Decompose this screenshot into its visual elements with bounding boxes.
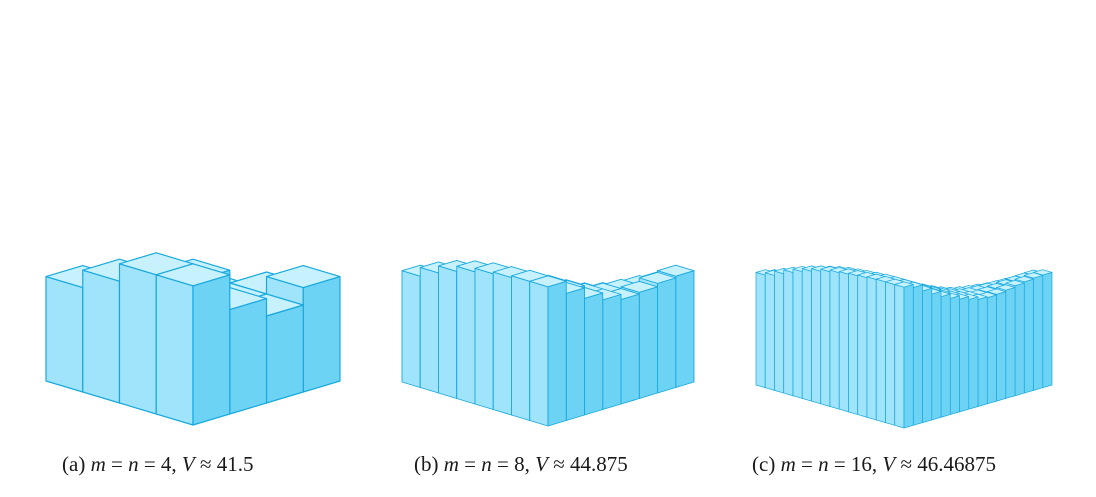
bar-a-3-0-left-face — [45, 276, 84, 393]
panel-c-bar-solid — [755, 265, 1053, 429]
bar-b-0-6-right-face — [657, 277, 677, 394]
bar-b-0-5-top-face — [620, 280, 658, 293]
bar-c-0-0-left-face — [894, 284, 905, 429]
bar-c-0-1-right-face — [912, 284, 923, 426]
bar-c-0-0-right-face — [903, 284, 914, 429]
bar-a-0-0-top-face — [155, 263, 231, 287]
bar-c-0-3-right-face — [931, 291, 942, 421]
caption-a-var-v: V — [181, 452, 195, 476]
caption-b: (b) m = n = 8, V ≈ 44.875 — [414, 452, 628, 476]
bar-b-0-5-right-face — [638, 286, 658, 399]
bar-a-0-3-top-face — [265, 265, 341, 289]
bar-c-0-12-right-face — [1014, 282, 1025, 397]
bar-c-0-15-right-face — [1042, 272, 1053, 389]
bar-c-0-7-right-face — [968, 296, 979, 410]
caption-c-var-m: m — [780, 452, 796, 476]
panel-a-bar-solid — [45, 252, 341, 426]
bar-c-5-0-left-face — [848, 272, 859, 415]
bar-c-13-0-left-face — [774, 270, 785, 394]
bar-a-1-0-left-face — [118, 263, 157, 415]
bar-c-0-10-right-face — [996, 291, 1007, 402]
bar-c-0-4-right-face — [940, 293, 951, 418]
bar-c-0-14-top-face — [1023, 272, 1044, 279]
caption-a-var-n: n — [128, 452, 139, 476]
bar-c-0-5-right-face — [949, 295, 960, 415]
panel-b-bar-solid — [401, 260, 695, 427]
bar-b-0-0-left-face — [529, 280, 549, 427]
caption-b-var-v: V — [535, 452, 548, 476]
bar-a-2-0-left-face — [82, 269, 121, 404]
bar-c-0-14-right-face — [1033, 275, 1044, 391]
bar-a-0-0-right-face — [192, 274, 231, 426]
bar-c-0-0-top-face — [894, 281, 914, 288]
caption-c-label: (c) — [752, 452, 776, 476]
bar-c-12-0-left-face — [783, 269, 794, 397]
bar-b-0-1-right-face — [565, 287, 585, 421]
caption-c-volume: 46.46875 — [917, 452, 997, 476]
bar-c-2-0-left-face — [875, 278, 886, 423]
bar-c-0-11-right-face — [1005, 287, 1016, 399]
bar-b-0-4-right-face — [620, 293, 640, 405]
caption-b-var-m: m — [443, 452, 459, 476]
bar-c-0-13-right-face — [1023, 278, 1034, 394]
bar-a-0-1-right-face — [229, 298, 268, 415]
bar-b-2-0-left-face — [492, 271, 512, 416]
bar-b-4-0-left-face — [456, 265, 476, 405]
bar-b-0-3-right-face — [602, 293, 622, 410]
caption-a: (a) m = n = 4, V ≈ 41.5 — [62, 452, 254, 476]
caption-a-var-m: m — [90, 452, 106, 476]
bar-b-0-2-right-face — [584, 292, 604, 416]
bar-a-0-2-right-face — [265, 304, 304, 404]
bar-c-6-0-left-face — [838, 271, 849, 413]
bar-c-0-10-top-face — [986, 288, 1007, 295]
bar-c-10-0-left-face — [801, 268, 812, 402]
bar-c-0-8-right-face — [977, 296, 988, 407]
bar-c-7-0-left-face — [829, 269, 840, 410]
caption-c-var-v: V — [882, 452, 896, 476]
caption-a-label: (a) — [62, 452, 86, 476]
bar-c-0-11-top-face — [996, 284, 1016, 291]
caption-b-grid: 8 — [514, 452, 525, 476]
bar-b-5-0-left-face — [438, 265, 458, 399]
bar-b-0-0-right-face — [547, 280, 567, 427]
bar-c-9-0-left-face — [811, 268, 822, 405]
caption-b-volume: 44.875 — [569, 452, 628, 476]
bar-c-1-0-left-face — [885, 281, 896, 426]
bar-b-0-7-right-face — [675, 270, 695, 388]
bar-c-0-13-top-face — [1014, 276, 1034, 283]
caption-a-grid: 4 — [160, 452, 172, 476]
bar-a-0-0-left-face — [155, 274, 194, 426]
bar-c-15-0-left-face — [755, 272, 766, 389]
bar-b-0-0-top-face — [529, 275, 567, 288]
bar-c-3-0-left-face — [866, 276, 877, 421]
bar-b-6-0-left-face — [419, 266, 439, 394]
bar-b-0-7-top-face — [657, 264, 695, 277]
bar-b-1-0-left-face — [511, 275, 531, 421]
bar-c-4-0-left-face — [857, 274, 868, 418]
caption-b-label: (b) — [414, 452, 439, 476]
bar-c-8-0-left-face — [820, 268, 831, 407]
caption-c-var-n: n — [818, 452, 829, 476]
bar-c-0-12-top-face — [1005, 280, 1025, 287]
caption-b-var-n: n — [481, 452, 492, 476]
bar-c-0-6-right-face — [959, 296, 970, 413]
bar-c-14-0-left-face — [764, 272, 775, 391]
bar-b-7-0-left-face — [401, 270, 421, 388]
bar-c-0-9-right-face — [986, 294, 997, 405]
bar-c-11-0-left-face — [792, 268, 803, 399]
caption-c-grid: 16 — [850, 452, 872, 476]
caption-a-volume: 41.5 — [216, 452, 254, 476]
caption-c: (c) m = n = 16, V ≈ 46.46875 — [752, 452, 997, 476]
bar-a-0-3-right-face — [302, 276, 341, 393]
bar-b-0-6-top-face — [638, 271, 677, 284]
bar-c-0-2-right-face — [922, 287, 933, 423]
bar-b-3-0-left-face — [474, 267, 494, 410]
